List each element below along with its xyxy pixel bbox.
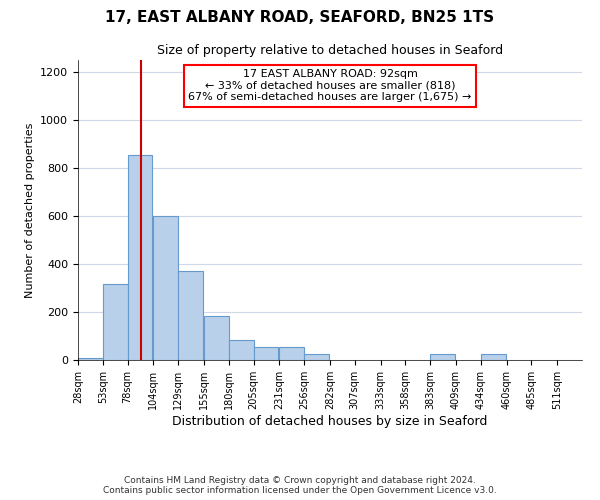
Bar — [154, 216, 178, 360]
Bar — [481, 354, 506, 360]
Bar — [280, 347, 304, 360]
Bar — [204, 316, 229, 360]
Title: Size of property relative to detached houses in Seaford: Size of property relative to detached ho… — [157, 44, 503, 58]
Text: 17 EAST ALBANY ROAD: 92sqm
← 33% of detached houses are smaller (818)
67% of sem: 17 EAST ALBANY ROAD: 92sqm ← 33% of deta… — [188, 69, 472, 102]
Bar — [128, 155, 152, 360]
Bar — [229, 340, 254, 360]
Bar — [430, 354, 455, 360]
Bar — [178, 271, 203, 360]
Text: Contains HM Land Registry data © Crown copyright and database right 2024.
Contai: Contains HM Land Registry data © Crown c… — [103, 476, 497, 495]
Text: 17, EAST ALBANY ROAD, SEAFORD, BN25 1TS: 17, EAST ALBANY ROAD, SEAFORD, BN25 1TS — [106, 10, 494, 25]
Bar — [254, 347, 278, 360]
Bar — [78, 358, 103, 360]
Bar — [304, 354, 329, 360]
Bar — [103, 284, 128, 360]
X-axis label: Distribution of detached houses by size in Seaford: Distribution of detached houses by size … — [172, 414, 488, 428]
Y-axis label: Number of detached properties: Number of detached properties — [25, 122, 35, 298]
